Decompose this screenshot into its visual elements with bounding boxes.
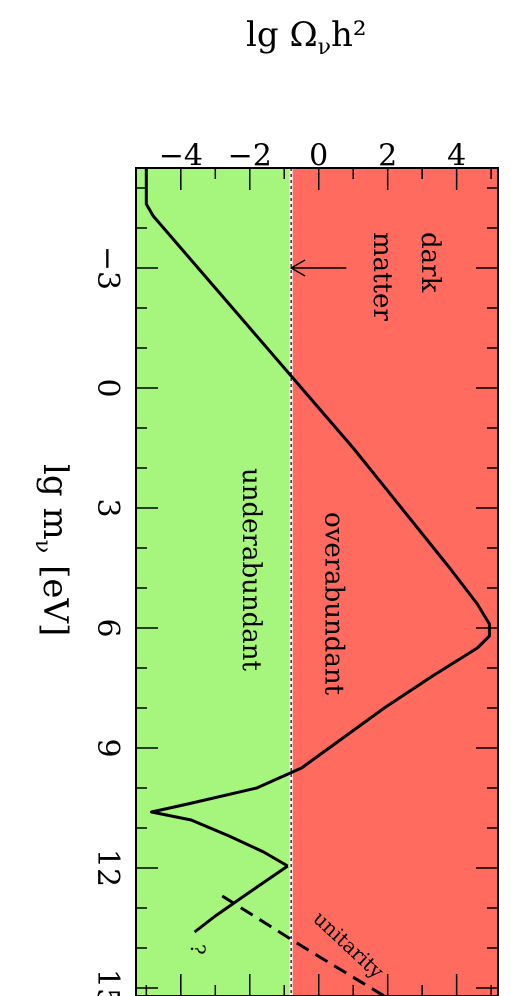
question-mark-label: ?: [186, 944, 210, 955]
underabundant-label: underabundant: [236, 468, 266, 671]
arrow-head: [289, 259, 306, 277]
x-tick-label: 6: [90, 618, 125, 637]
y-tick-label: −4: [159, 139, 203, 174]
y-tick-label: −2: [228, 139, 272, 174]
ticks: [136, 168, 498, 996]
x-title-main: lg m: [35, 464, 75, 540]
y-axis-title: lg Ωνh²: [246, 15, 367, 60]
rotated-plot: −3 0 3 6 9 12 15 −4 −2 0 2 4 overabundant underabun…: [30, 139, 499, 996]
x-tick-label: 0: [90, 378, 125, 397]
y-tick-label: 2: [378, 139, 397, 174]
x-tick-label: 12: [90, 849, 125, 887]
x-tick-label: 9: [90, 738, 125, 757]
x-tick-label: −3: [90, 246, 125, 290]
relic-abundance-curve-0: [144, 168, 491, 868]
x-title-unit: [eV]: [35, 565, 75, 636]
x-tick-label: 3: [90, 498, 125, 517]
x-axis-title: lg mν [eV]: [30, 464, 75, 636]
x-title-sub: ν: [30, 540, 55, 553]
dark-matter-arrow: [289, 259, 347, 277]
curves: [144, 168, 491, 996]
x-tick-label: 15: [90, 969, 125, 996]
y-tick-label: 0: [309, 139, 328, 174]
y-tick-label: 4: [447, 139, 466, 174]
tick-labels: −3 0 3 6 9 12 15 −4 −2 0 2 4: [90, 139, 466, 996]
y-title-main: lg Ω: [246, 15, 318, 55]
unitarity-bound-line: [221, 894, 385, 996]
overabundant-region: [291, 168, 498, 996]
y-title-sub: ν: [318, 35, 331, 60]
dark-matter-label-line1: dark: [415, 232, 445, 293]
dark-matter-label-line2: matter: [367, 232, 397, 321]
overabundant-label: overabundant: [319, 512, 349, 696]
plot-frame: [135, 167, 499, 996]
underabundant-region: [136, 168, 292, 996]
y-title-suffix: h²: [331, 15, 367, 55]
